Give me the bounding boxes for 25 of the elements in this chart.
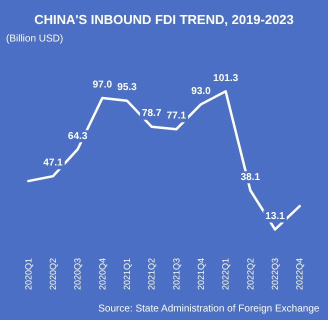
y-axis-title: (Billion USD)	[6, 34, 64, 44]
data-label: 38.1	[240, 172, 260, 183]
x-tick-label: 2022Q3	[270, 258, 280, 290]
data-label: 47.1	[43, 158, 64, 169]
data-label: 95.3	[117, 82, 138, 94]
data-label: 93.0	[191, 86, 212, 97]
data-label: 13.1	[265, 210, 286, 222]
x-tick-label: 2021Q2	[146, 258, 157, 290]
x-tick-label: 2022Q4	[294, 258, 305, 290]
x-tick-label: 2020Q4	[97, 258, 108, 290]
data-label: 101.3	[213, 72, 239, 84]
data-label: 97.0	[92, 80, 112, 91]
x-tick-label: 2022Q2	[245, 258, 256, 290]
x-tick-label: 2022Q1	[220, 258, 231, 290]
data-label: 78.7	[142, 108, 162, 120]
x-tick-label: 2021Q4	[196, 258, 206, 290]
data-label: 77.1	[166, 110, 186, 122]
data-label: 64.3	[68, 130, 88, 142]
chart-title: CHINA'S INBOUND FDI TREND, 2019-2023	[34, 12, 294, 27]
x-tick-label: 2020Q3	[72, 258, 83, 290]
x-tick-label: 2021Q1	[122, 258, 132, 290]
x-tick-label: 2021Q3	[171, 258, 182, 290]
x-tick-label: 2020Q1	[23, 258, 34, 290]
source-note: Source: State Administration of Foreign Exchange	[98, 304, 320, 314]
x-tick-label: 2020Q2	[48, 258, 58, 290]
